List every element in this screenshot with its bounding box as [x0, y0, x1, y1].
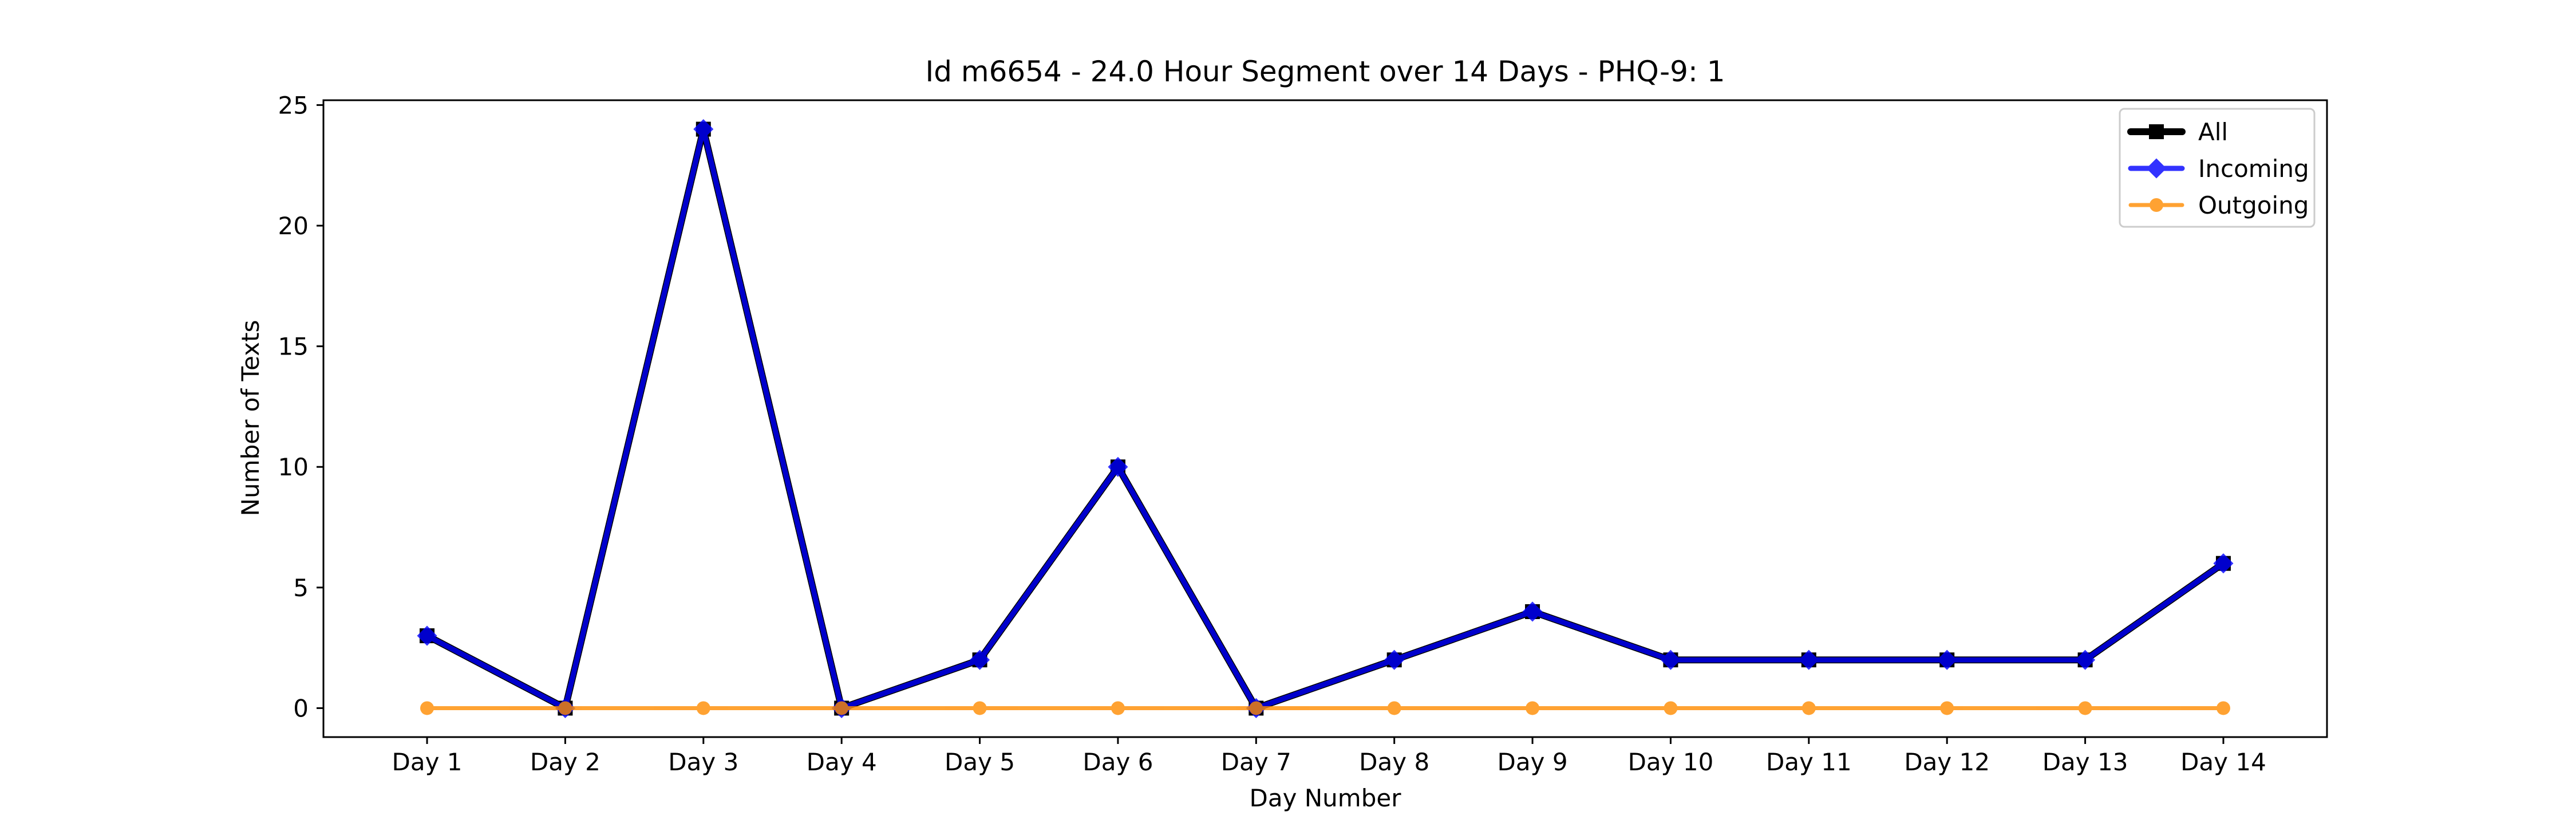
- x-tick-label: Day 5: [945, 748, 1015, 776]
- data-point: [1801, 701, 1816, 715]
- data-point: [2075, 649, 2096, 670]
- x-tick-label: Day 9: [1498, 748, 1568, 776]
- data-point: [1111, 701, 1125, 715]
- y-axis-label: Number of Texts: [236, 320, 264, 517]
- data-point: [2078, 701, 2092, 715]
- x-tick-label: Day 10: [1628, 748, 1714, 776]
- series-outgoing: [420, 701, 2230, 715]
- y-tick-label: 0: [293, 694, 309, 722]
- data-point: [1664, 701, 1678, 715]
- data-point: [1799, 649, 1819, 670]
- data-point: [2149, 124, 2164, 139]
- plot-frame: [322, 99, 2328, 738]
- data-point: [1660, 649, 1681, 670]
- x-axis-label: Day Number: [1249, 784, 1401, 812]
- legend-label: All: [2198, 118, 2228, 146]
- data-point: [420, 701, 434, 715]
- series-all: [420, 121, 2231, 716]
- legend-label: Incoming: [2198, 155, 2309, 183]
- series-line: [424, 125, 2227, 712]
- data-point: [970, 649, 990, 670]
- data-point: [1526, 701, 1540, 715]
- x-tick-label: Day 8: [1359, 748, 1429, 776]
- data-point: [1249, 701, 1263, 715]
- y-tick-label: 15: [278, 333, 309, 361]
- x-tick-label: Day 4: [807, 748, 877, 776]
- data-point: [973, 701, 987, 715]
- legend-item: [2127, 124, 2186, 139]
- data-point: [835, 701, 849, 715]
- y-tick-label: 25: [278, 91, 309, 119]
- y-tick-label: 20: [278, 212, 309, 240]
- x-tick-label: Day 3: [668, 748, 738, 776]
- data-point: [2146, 158, 2167, 179]
- tick-labels: Day 1 Day 2 Day 3 Day 4 Day 5 Day 6 Day 7 Day 8…: [278, 91, 2266, 776]
- legend-item: [2128, 158, 2185, 179]
- data-point: [1522, 601, 1543, 622]
- x-tick-label: Day 14: [2180, 748, 2266, 776]
- data-point: [696, 701, 710, 715]
- y-tick-label: 10: [278, 453, 309, 481]
- data-point: [1937, 649, 1957, 670]
- legend-box: [2119, 108, 2316, 228]
- chart-title: Id m6654 - 24.0 Hour Segment over 14 Day…: [925, 55, 1725, 88]
- data-point: [2150, 198, 2163, 212]
- axes: [317, 99, 2328, 744]
- legend-item: [2128, 198, 2184, 212]
- x-tick-label: Day 1: [392, 748, 463, 776]
- data-point: [2213, 553, 2234, 574]
- x-tick-label: Day 7: [1221, 748, 1291, 776]
- x-tick-label: Day 2: [530, 748, 600, 776]
- x-tick-label: Day 6: [1082, 748, 1153, 776]
- data-point: [2216, 701, 2230, 715]
- data-point: [1940, 701, 1954, 715]
- data-point: [1108, 456, 1128, 477]
- x-tick-label: Day 12: [1904, 748, 1990, 776]
- y-tick-label: 5: [293, 574, 309, 602]
- data-point: [1384, 649, 1405, 670]
- data-point: [1387, 701, 1401, 715]
- x-tick-label: Day 11: [1766, 748, 1852, 776]
- legend: All Incoming Outgoing: [2119, 108, 2316, 228]
- series-line: [424, 127, 2226, 711]
- x-tick-label: Day 13: [2042, 748, 2128, 776]
- data-point: [693, 119, 714, 140]
- data-point: [417, 625, 437, 646]
- series-incoming: [417, 119, 2234, 719]
- legend-label: Outgoing: [2198, 191, 2309, 219]
- series-lines: [417, 119, 2234, 719]
- data-point: [558, 701, 572, 715]
